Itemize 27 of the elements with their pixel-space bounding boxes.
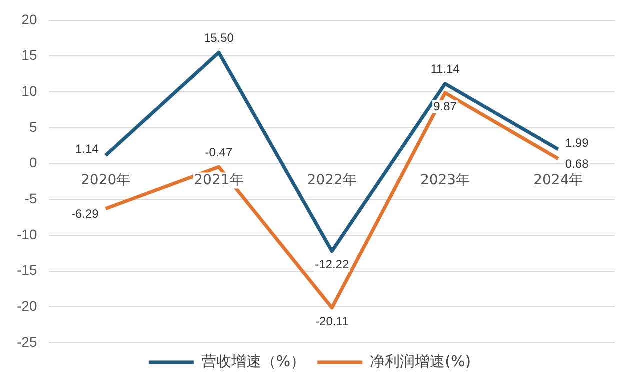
y-tick-label: 20	[22, 11, 38, 28]
data-label: 1.99	[565, 136, 590, 150]
x-tick-label: 2022年	[307, 172, 357, 188]
data-label: -12.22	[315, 258, 350, 272]
legend-label: 营收增速（%）	[201, 352, 306, 370]
data-label: 9.87	[434, 99, 458, 114]
x-tick-label: 2020年	[80, 172, 131, 188]
data-label: -0.47	[205, 145, 233, 160]
x-tick-label: 2024年	[534, 172, 584, 188]
x-tick-label: 2023年	[420, 172, 470, 188]
y-tick-label: 15	[22, 47, 38, 64]
legend-label: 净利润增速(%)	[370, 352, 472, 370]
y-tick-label: -5	[24, 190, 38, 206]
data-label: -6.29	[71, 207, 100, 222]
y-tick-label: 5	[29, 118, 38, 135]
y-tick-label: 10	[22, 82, 38, 99]
y-tick-label: -15	[17, 262, 38, 278]
data-label: 15.50	[204, 30, 234, 45]
y-tick-label: -20	[17, 298, 38, 314]
data-label: 11.14	[430, 62, 460, 76]
data-label: 0.68	[565, 157, 590, 172]
y-tick-label: -10	[17, 226, 38, 242]
y-tick-label: -25	[17, 334, 38, 350]
x-tick-label: 2021年	[194, 172, 244, 188]
y-tick-label: 0	[29, 154, 38, 171]
data-label: 1.14	[75, 142, 100, 156]
data-label: -20.11	[316, 314, 350, 328]
